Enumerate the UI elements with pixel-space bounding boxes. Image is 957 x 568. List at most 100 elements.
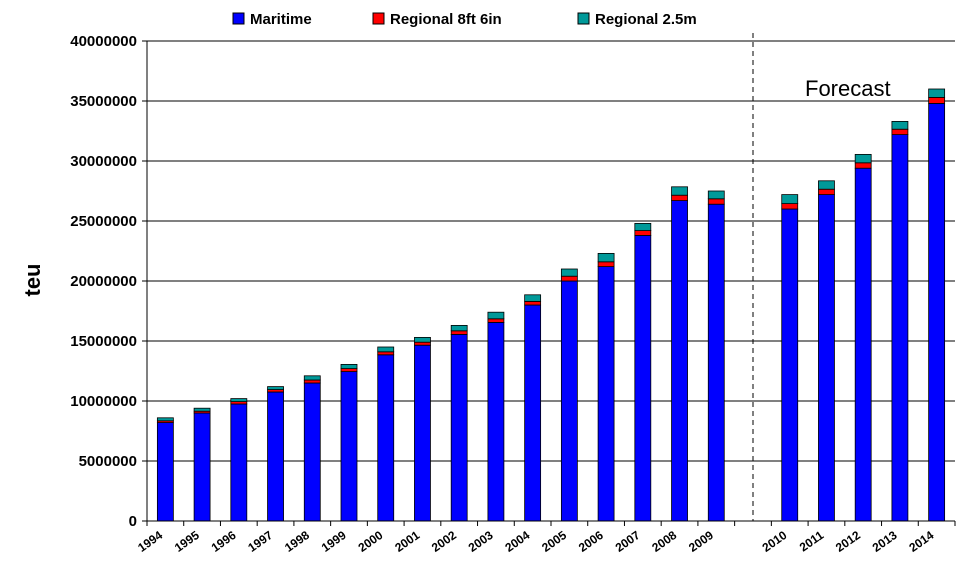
bar-segment-maritime bbox=[156, 422, 174, 522]
bar-segment-regional-2-5m bbox=[671, 186, 688, 196]
x-tick-label: 1997 bbox=[245, 528, 275, 555]
x-tick-label: 2002 bbox=[429, 528, 459, 555]
bar-segment-regional-2-5m bbox=[414, 336, 431, 343]
bar-segment-regional-8ft-6in bbox=[781, 203, 799, 210]
x-tick-label: 1998 bbox=[282, 528, 312, 555]
bar-segment-regional-8ft-6in bbox=[487, 318, 505, 323]
bar-segment-regional-8ft-6in bbox=[340, 368, 358, 373]
x-tick-label: 2011 bbox=[797, 528, 827, 555]
bar-segment-regional-2-5m bbox=[377, 346, 395, 353]
x-tick-label: 2010 bbox=[760, 528, 790, 555]
y-tick-label: 15000000 bbox=[70, 333, 137, 350]
bar-segment-maritime bbox=[450, 333, 468, 522]
bar-segment-regional-8ft-6in bbox=[634, 230, 652, 236]
bar-segment-maritime bbox=[781, 208, 799, 522]
bar-segment-regional-2-5m bbox=[487, 311, 505, 320]
x-tick-label: 1994 bbox=[135, 528, 165, 555]
bar-segment-regional-8ft-6in bbox=[414, 341, 431, 346]
bar-segment-regional-2-5m bbox=[928, 88, 946, 98]
bar-segment-maritime bbox=[928, 103, 946, 522]
bar-segment-regional-2-5m bbox=[854, 153, 872, 164]
bar-segment-maritime bbox=[414, 344, 431, 522]
bar-segment-regional-8ft-6in bbox=[818, 188, 835, 195]
legend: Maritime Regional 8ft 6in Regional 2.5m bbox=[232, 11, 697, 28]
bar-segment-regional-2-5m bbox=[303, 375, 321, 381]
bars bbox=[156, 88, 946, 522]
bar-segment-regional-8ft-6in bbox=[854, 162, 872, 169]
legend-label: Maritime bbox=[250, 11, 312, 28]
bar-segment-regional-8ft-6in bbox=[450, 330, 468, 335]
bar-segment-maritime bbox=[707, 203, 725, 522]
y-tick-label: 30000000 bbox=[70, 153, 137, 170]
legend-swatch-icon bbox=[372, 12, 385, 25]
bar-segment-regional-2-5m bbox=[707, 190, 725, 200]
bar-segment-maritime bbox=[560, 280, 578, 522]
bar-segment-regional-2-5m bbox=[891, 121, 909, 130]
bar-segment-maritime bbox=[891, 134, 909, 522]
x-tick-label: 1995 bbox=[172, 528, 202, 555]
bar-segment-regional-8ft-6in bbox=[597, 261, 615, 267]
x-tick-label: 2005 bbox=[539, 528, 569, 555]
y-tick-labels: 0 5000000 10000000 15000000 20000000 25000000… bbox=[70, 33, 137, 530]
bar-segment-maritime bbox=[854, 167, 872, 522]
bar-segment-regional-2-5m bbox=[450, 324, 468, 332]
legend-label: Regional 8ft 6in bbox=[390, 11, 502, 28]
bar-segment-maritime bbox=[818, 194, 835, 522]
x-tick-label: 2003 bbox=[466, 528, 496, 555]
x-tick-label: 2012 bbox=[833, 528, 863, 555]
bar-segment-regional-2-5m bbox=[524, 294, 542, 302]
bar-segment-regional-2-5m bbox=[818, 180, 835, 190]
axes bbox=[142, 40, 956, 526]
bar-segment-regional-8ft-6in bbox=[377, 351, 395, 356]
y-tick-label: 5000000 bbox=[79, 453, 137, 470]
bar-segment-maritime bbox=[303, 382, 321, 522]
legend-swatch-icon bbox=[232, 12, 245, 25]
bar-segment-regional-2-5m bbox=[267, 386, 284, 391]
legend-label: Regional 2.5m bbox=[595, 11, 697, 28]
bar-segment-maritime bbox=[671, 200, 688, 522]
bar-segment-maritime bbox=[377, 354, 395, 522]
bar-segment-regional-8ft-6in bbox=[524, 300, 542, 306]
bar-segment-regional-8ft-6in bbox=[928, 97, 946, 104]
x-tick-label: 1996 bbox=[209, 528, 239, 555]
y-tick-label: 0 bbox=[129, 513, 137, 530]
y-tick-label: 40000000 bbox=[70, 33, 137, 50]
bar-segment-maritime bbox=[597, 266, 615, 522]
bar-segment-maritime bbox=[267, 391, 284, 522]
y-tick-label: 25000000 bbox=[70, 213, 137, 230]
y-tick-label: 20000000 bbox=[70, 273, 137, 290]
x-tick-label: 2008 bbox=[649, 528, 679, 555]
x-tick-label: 2007 bbox=[613, 528, 643, 555]
bar-segment-regional-2-5m bbox=[156, 417, 174, 422]
bar-segment-maritime bbox=[193, 412, 211, 522]
x-tick-label: 1999 bbox=[319, 528, 349, 555]
x-tick-label: 2014 bbox=[906, 528, 936, 555]
y-tick-label: 35000000 bbox=[70, 93, 137, 110]
bar-segment-maritime bbox=[487, 321, 505, 522]
bar-segment-regional-8ft-6in bbox=[560, 275, 578, 282]
legend-swatch-icon bbox=[577, 12, 590, 25]
bar-segment-regional-8ft-6in bbox=[671, 194, 688, 201]
bar-segment-regional-2-5m bbox=[634, 222, 652, 231]
y-tick-label: 10000000 bbox=[70, 393, 137, 410]
bar-segment-regional-2-5m bbox=[781, 194, 799, 205]
y-axis-label: teu bbox=[20, 264, 45, 297]
bar-segment-regional-8ft-6in bbox=[303, 379, 321, 384]
x-tick-label: 2004 bbox=[502, 528, 532, 555]
bar-segment-regional-8ft-6in bbox=[891, 128, 909, 135]
bar-segment-regional-2-5m bbox=[193, 407, 211, 412]
bar-segment-regional-2-5m bbox=[597, 252, 615, 263]
bar-segment-regional-8ft-6in bbox=[707, 198, 725, 205]
forecast-label: Forecast bbox=[805, 76, 891, 101]
x-tick-label: 2000 bbox=[356, 528, 386, 555]
x-tick-label: 2009 bbox=[686, 528, 716, 555]
x-tick-labels: 1994 1995 1996 1997 1998 1999 2000 2001 2002 2003… bbox=[135, 528, 936, 555]
bar-segment-maritime bbox=[230, 403, 248, 522]
bar-segment-regional-2-5m bbox=[230, 398, 248, 403]
x-tick-label: 2001 bbox=[392, 528, 422, 555]
x-tick-label: 2006 bbox=[576, 528, 606, 555]
bar-segment-regional-2-5m bbox=[340, 363, 358, 369]
bar-segment-maritime bbox=[524, 304, 542, 522]
x-tick-label: 2013 bbox=[870, 528, 900, 555]
